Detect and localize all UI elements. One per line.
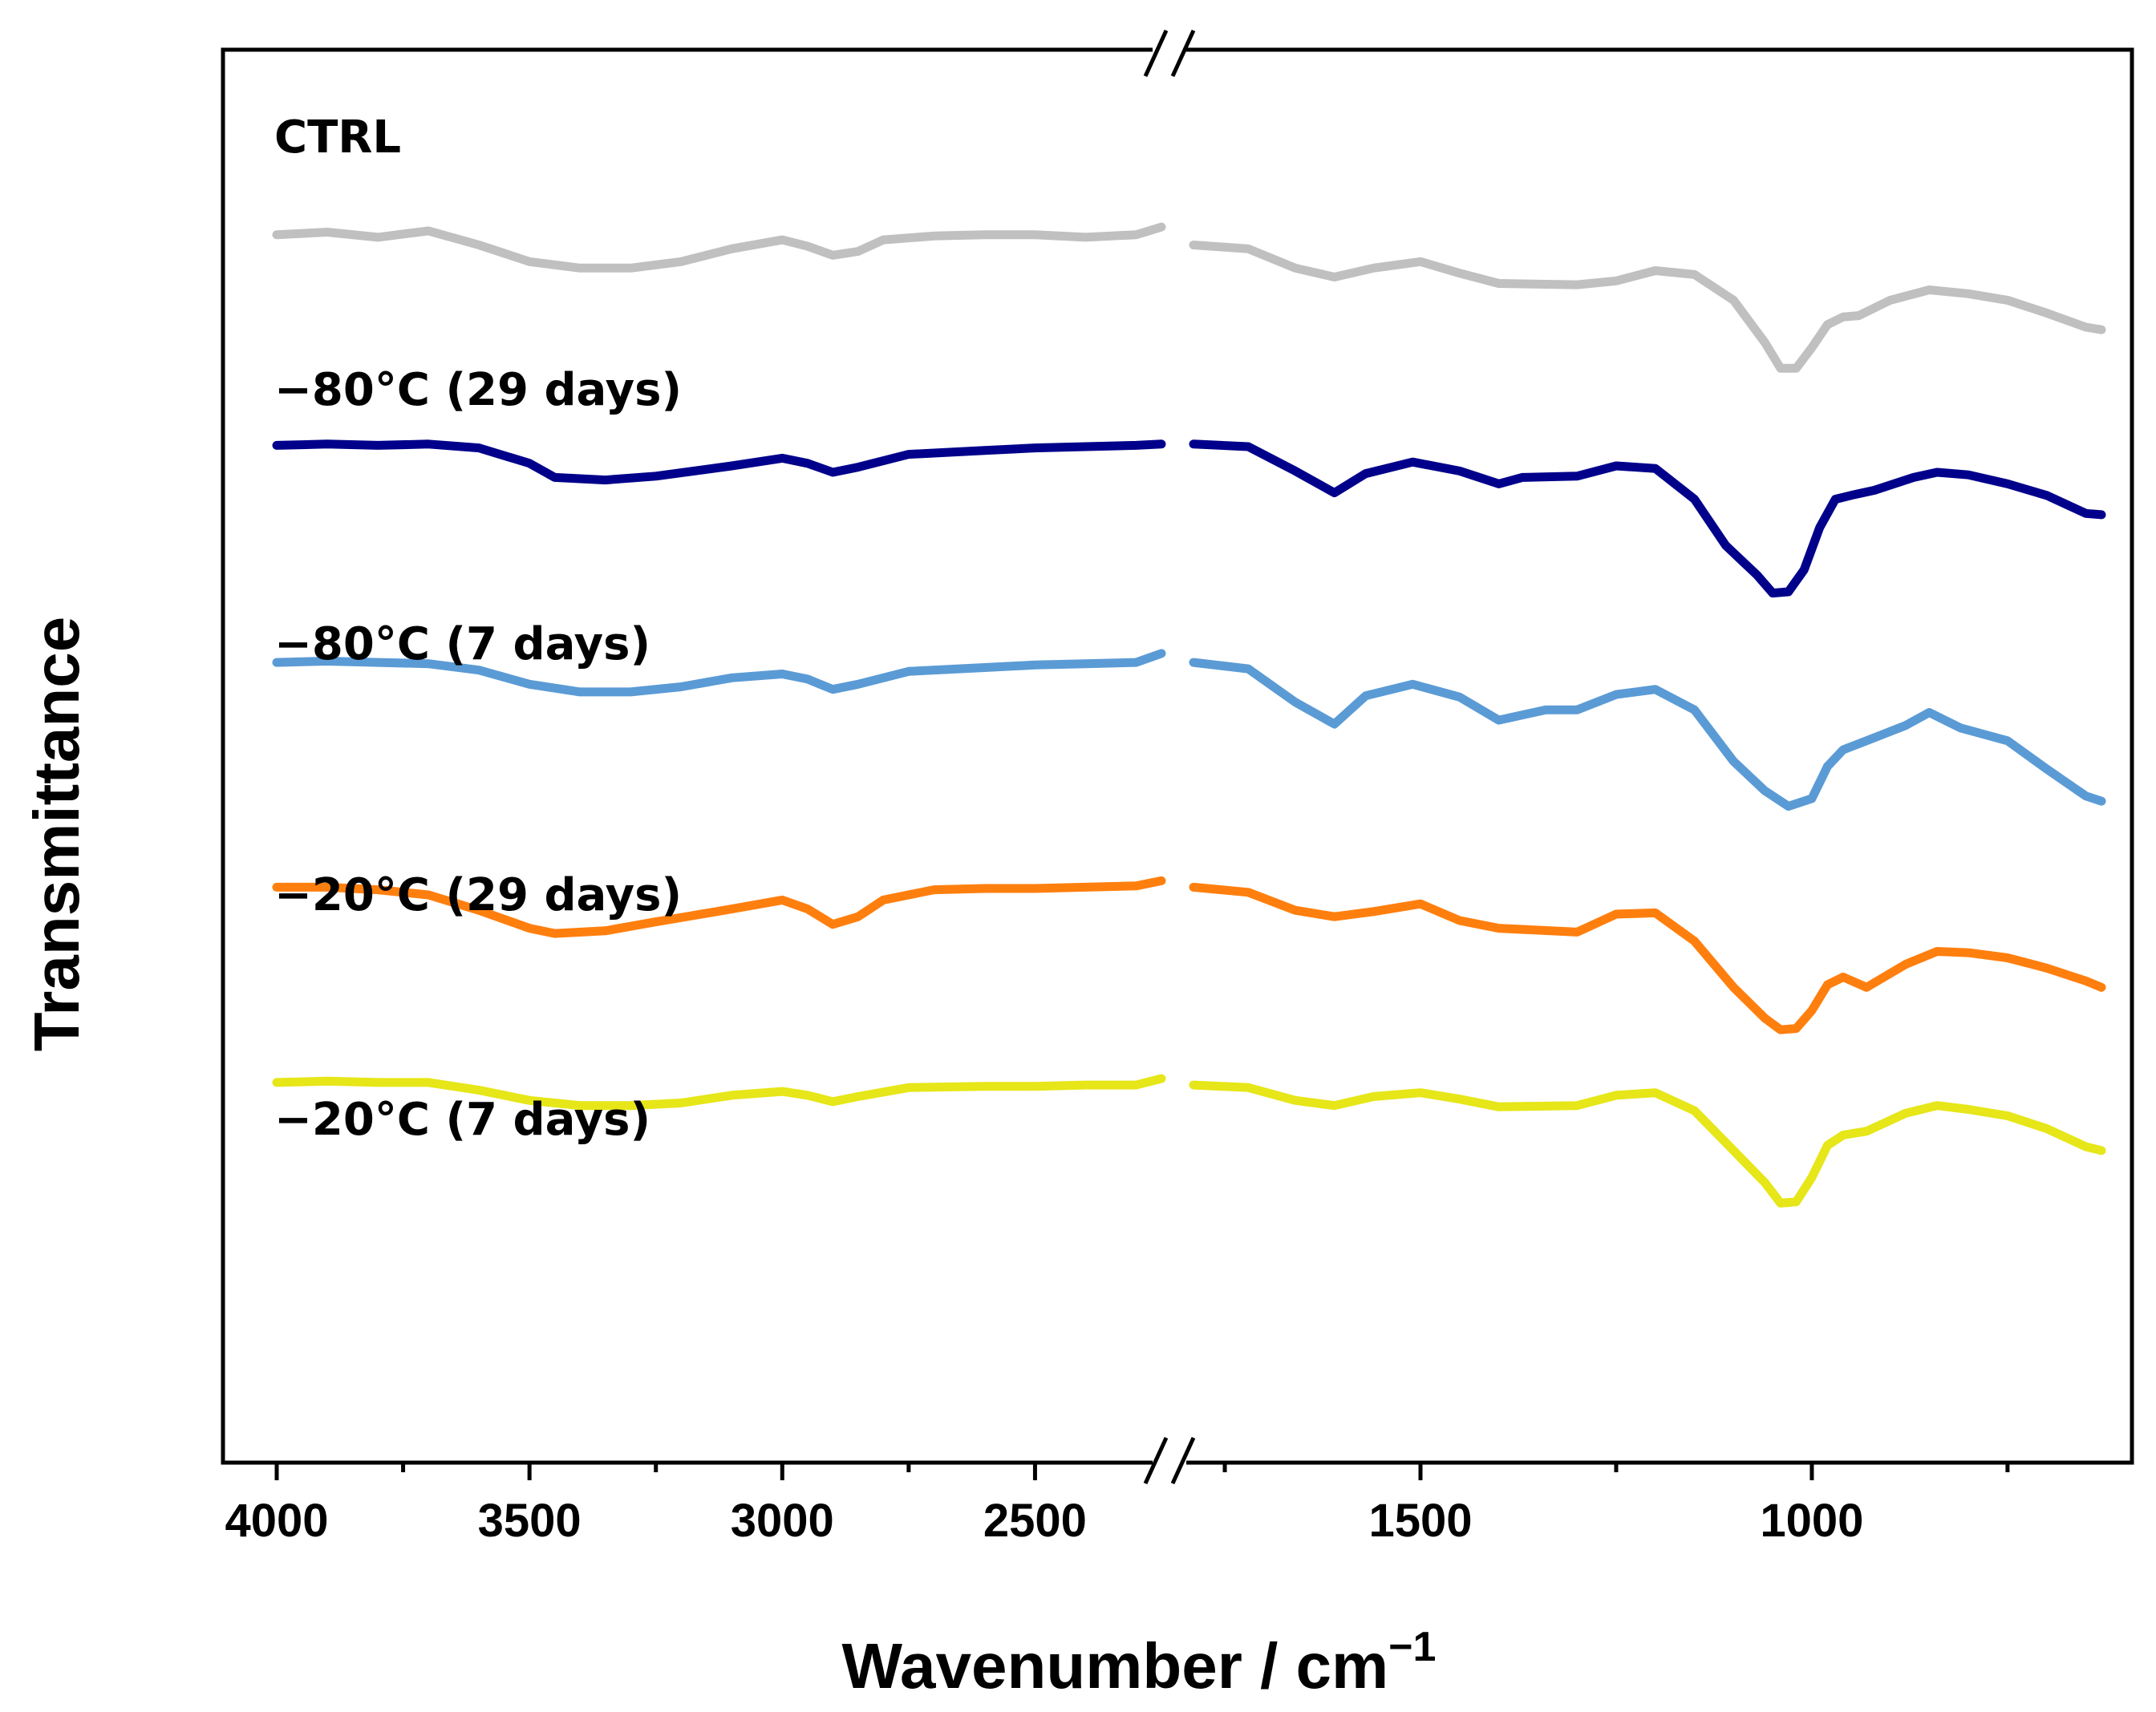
series-4-segment-1-line [1189, 1080, 2106, 1208]
axis-break-mark-bottom-2 [1170, 1436, 1196, 1485]
series-0-segment-1-line [1189, 241, 2106, 373]
series-label-minus20-7days: −20°C (7 days) [274, 1094, 650, 1146]
x-tick-label-3000: 3000 [731, 1495, 834, 1547]
x-axis-title-superscript: −1 [1388, 1624, 1436, 1670]
x-tick-label-1500: 1500 [1368, 1495, 1472, 1547]
axis-break-mark-top-2 [1170, 29, 1196, 78]
x-tick-label-1000: 1000 [1760, 1495, 1863, 1547]
x-tick-label-4000: 4000 [225, 1495, 328, 1547]
series-2-segment-0-line [272, 649, 1166, 697]
series-2-segment-1-line [1189, 658, 2106, 811]
series-label-minus20-29days: −20°C (29 days) [274, 869, 682, 921]
series-1-segment-0-line [272, 439, 1166, 485]
x-tick-label-3500: 3500 [478, 1495, 582, 1547]
series-3-segment-0-line [272, 876, 1166, 938]
axis-break-mark-bottom-1 [1143, 1436, 1169, 1485]
series-0-segment-0-line [272, 222, 1166, 273]
series-4-segment-0-line [272, 1074, 1166, 1111]
spectra-traces [272, 222, 2106, 1208]
x-axis-ticks [274, 1463, 2010, 1480]
plot-frame [221, 47, 2134, 1465]
series-3-segment-1-line [1189, 882, 2106, 1034]
axis-break-gap-bottom [1153, 1455, 1186, 1471]
series-label-ctrl: CTRL [274, 111, 401, 164]
x-axis-tick-labels: 4000 3500 3000 2500 1500 1000 [225, 1495, 1863, 1547]
x-tick-label-2500: 2500 [983, 1495, 1087, 1547]
series-label-minus80-29days: −80°C (29 days) [274, 364, 682, 416]
y-axis-title: Transmittance [21, 617, 92, 1051]
x-axis-title-text: Wavenumber / cm [842, 1630, 1389, 1702]
axis-break-mark-top-1 [1143, 29, 1169, 78]
x-axis-title: Wavenumber / cm−1 [842, 1624, 1437, 1702]
series-1-segment-1-line [1189, 439, 2106, 598]
series-label-minus80-7days: −80°C (7 days) [274, 618, 650, 670]
